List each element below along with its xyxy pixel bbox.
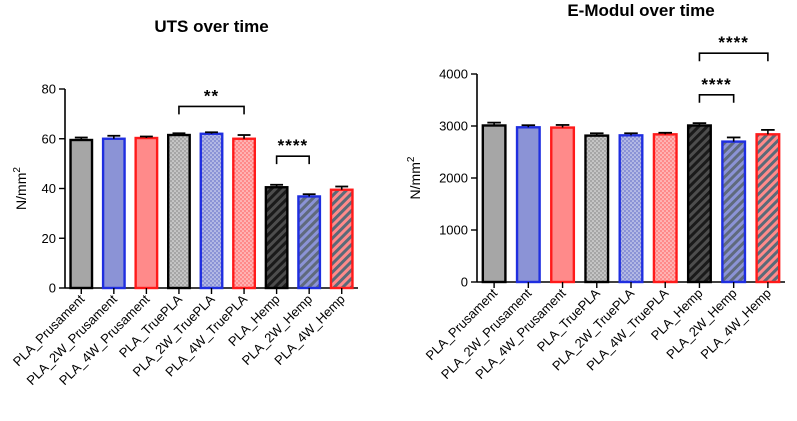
chart-2: E-Modul over timeN/mm201000200030004000P… (406, 1, 785, 382)
bar-PLA_Prusament (69, 138, 94, 290)
bar-PLA_4W_Hemp (755, 133, 781, 284)
bar-PLA_2W_Prusament (101, 137, 126, 290)
y-tick-label: 2000 (439, 171, 468, 186)
significance-bracket (698, 94, 735, 103)
chart-title: E-Modul over time (567, 1, 714, 20)
bar-PLA_4W_TruePLA (232, 137, 256, 290)
bar-PLA_4W_Prusament (550, 126, 576, 284)
bar-PLA_2W_Hemp (297, 195, 322, 290)
significance-label: **** (278, 136, 308, 155)
y-tick-label: 60 (42, 131, 56, 146)
bar-PLA_4W_Prusament (134, 136, 159, 290)
y-tick-label: 4000 (439, 67, 468, 82)
bar-PLA_TruePLA (584, 134, 610, 284)
bar-PLA_Prusament (481, 124, 507, 284)
significance-bracket (275, 155, 310, 165)
bar-PLA_TruePLA (167, 133, 191, 290)
significance-label: **** (718, 33, 748, 52)
y-tick-label: 1000 (439, 223, 468, 238)
chart-title: UTS over time (154, 17, 268, 36)
bar-PLA_Hemp (686, 124, 712, 284)
significance-bracket (178, 105, 245, 115)
bar-PLA_4W_Hemp (329, 188, 354, 290)
y-axis-label: N/mm2 (406, 156, 423, 199)
significance-label: **** (701, 75, 731, 94)
bar-PLA_2W_Prusament (515, 126, 541, 284)
chart-1: UTS over timeN/mm2020406080PLA_Prusament… (10, 17, 358, 388)
y-tick-label: 20 (42, 231, 56, 246)
bar-PLA_2W_TruePLA (618, 134, 644, 284)
y-tick-label: 0 (49, 281, 56, 296)
significance-label: ** (204, 86, 219, 105)
bar-PLA_2W_TruePLA (199, 132, 224, 290)
y-tick-label: 3000 (439, 119, 468, 134)
significance-bracket (698, 52, 769, 62)
y-axis-label: N/mm2 (12, 167, 29, 210)
bar-PLA_4W_TruePLA (652, 133, 678, 284)
bar-PLA_Hemp (264, 186, 289, 290)
y-tick-label: 80 (42, 82, 56, 97)
y-tick-label: 40 (42, 181, 56, 196)
bar-PLA_2W_Hemp (721, 140, 747, 284)
y-tick-label: 0 (461, 275, 468, 290)
